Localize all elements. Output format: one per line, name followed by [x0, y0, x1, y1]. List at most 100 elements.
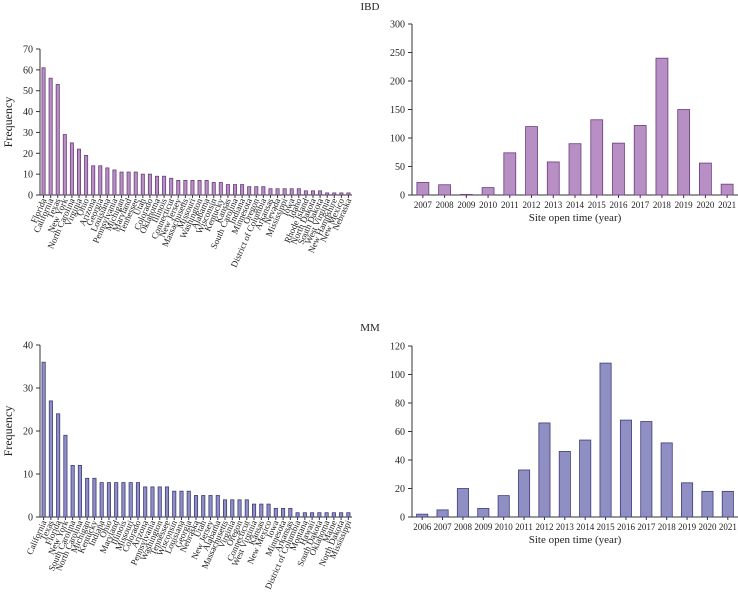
x-tick-label: 2011 — [515, 522, 533, 532]
y-tick-label: 150 — [390, 105, 405, 116]
x-tick-label: 2009 — [474, 522, 493, 532]
y-tick-label: 100 — [390, 134, 405, 145]
y-tick-label: 0 — [28, 513, 33, 524]
bar-minnesota — [247, 186, 252, 196]
bar-missouri — [128, 482, 133, 518]
ibd-state-y-axis-label: Frequency — [1, 97, 15, 148]
x-tick-label: 2017 — [637, 522, 656, 532]
bar-2021 — [720, 183, 734, 196]
y-tick-label: 20 — [395, 484, 405, 495]
bar-2015 — [599, 362, 612, 518]
y-tick-label: 100 — [390, 370, 405, 381]
bar-montana — [302, 512, 307, 518]
bar-north-dakota — [310, 190, 315, 196]
x-tick-label: 2016 — [609, 200, 628, 210]
x-tick-label: 2019 — [675, 200, 694, 210]
bar-2009 — [477, 508, 490, 518]
bar-oklahoma — [154, 175, 159, 196]
bar-missouri — [190, 179, 195, 196]
bar-2009 — [459, 194, 473, 196]
bar-connecticut — [169, 177, 174, 196]
x-tick-label: 2012 — [535, 522, 553, 532]
bar-kentucky — [218, 182, 223, 196]
bar-2013 — [546, 161, 560, 196]
bar-california — [41, 361, 46, 518]
y-tick-label: 250 — [390, 48, 405, 59]
bar-louisiana — [179, 490, 184, 518]
bar-idaho — [296, 188, 301, 196]
bar-2010 — [497, 495, 510, 518]
bar-washington — [157, 486, 162, 518]
bar-2015 — [590, 119, 604, 196]
y-tick-label: 20 — [23, 149, 33, 160]
bar-maine — [331, 512, 336, 518]
bar-2017 — [640, 421, 653, 518]
bar-colorado — [135, 482, 140, 518]
bar-2021 — [721, 490, 734, 518]
bar-pennsylvania — [112, 169, 117, 196]
bar-2016 — [612, 142, 625, 196]
bar-2019 — [677, 109, 691, 196]
bar-2012 — [525, 126, 538, 196]
bar-south-carolina — [70, 464, 75, 518]
bar-north-dakota — [339, 512, 344, 518]
bar-oregon — [254, 186, 259, 196]
bar-2019 — [681, 482, 694, 518]
y-tick-label: 0 — [400, 191, 405, 202]
bar-tennessee — [133, 171, 138, 196]
x-tick-label: 2014 — [566, 200, 585, 210]
bar-north-carolina — [77, 464, 82, 518]
bar-massachusetts — [183, 179, 188, 196]
x-tick-label: 2008 — [436, 200, 455, 210]
bar-new-york — [62, 134, 67, 196]
y-tick-label: 60 — [395, 427, 405, 438]
y-tick-label: 40 — [23, 341, 33, 352]
bar-north-carolina — [69, 142, 74, 196]
x-tick-label: 2013 — [544, 200, 563, 210]
x-tick-label: 2021 — [719, 522, 737, 532]
bar-west-virginia — [325, 192, 330, 196]
bar-nevada — [275, 188, 280, 196]
bar-iowa — [273, 507, 278, 518]
y-tick-label: 20 — [23, 427, 33, 438]
bar-colorado — [147, 173, 152, 196]
x-tick-label: 2010 — [495, 522, 514, 532]
x-tick-label: 2018 — [658, 522, 677, 532]
x-tick-label: 2017 — [631, 200, 650, 210]
bar-arizona — [91, 165, 96, 196]
bar-arkansas — [288, 507, 293, 518]
bar-arkansas — [268, 188, 273, 196]
bar-indiana — [99, 482, 104, 518]
x-tick-label: 2006 — [413, 522, 432, 532]
bar-california — [48, 77, 53, 196]
y-tick-label: 70 — [23, 45, 33, 56]
bar-illinois — [162, 175, 167, 196]
bar-2008 — [438, 184, 451, 196]
x-tick-label: 2018 — [653, 200, 672, 210]
y-tick-label: 40 — [23, 107, 33, 118]
bar-2020 — [699, 162, 712, 196]
bar-new-york — [63, 434, 68, 518]
x-tick-label: 2007 — [414, 200, 433, 210]
bar-2016 — [619, 419, 632, 518]
y-tick-label: 0 — [28, 191, 33, 202]
x-tick-label: 2009 — [457, 200, 476, 210]
bar-alabama — [204, 179, 209, 196]
bar-ohio — [84, 154, 89, 196]
bar-arizona — [143, 486, 148, 518]
y-tick-label: 60 — [23, 65, 33, 76]
x-tick-label: 2016 — [617, 522, 636, 532]
bar-georgia — [98, 165, 103, 196]
bar-oklahoma — [324, 512, 329, 518]
bar-2018 — [660, 442, 673, 518]
bar-wisconsin — [172, 490, 177, 518]
bar-west-virginia — [252, 503, 257, 518]
bar-2006 — [416, 513, 429, 518]
bar-mississippi — [282, 188, 287, 196]
y-tick-label: 300 — [390, 20, 405, 31]
x-tick-label: 2008 — [454, 522, 473, 532]
x-tick-label: 2007 — [434, 522, 453, 532]
bar-oregon — [237, 499, 242, 518]
y-tick-label: 120 — [390, 342, 405, 353]
bar-utah — [140, 173, 145, 196]
